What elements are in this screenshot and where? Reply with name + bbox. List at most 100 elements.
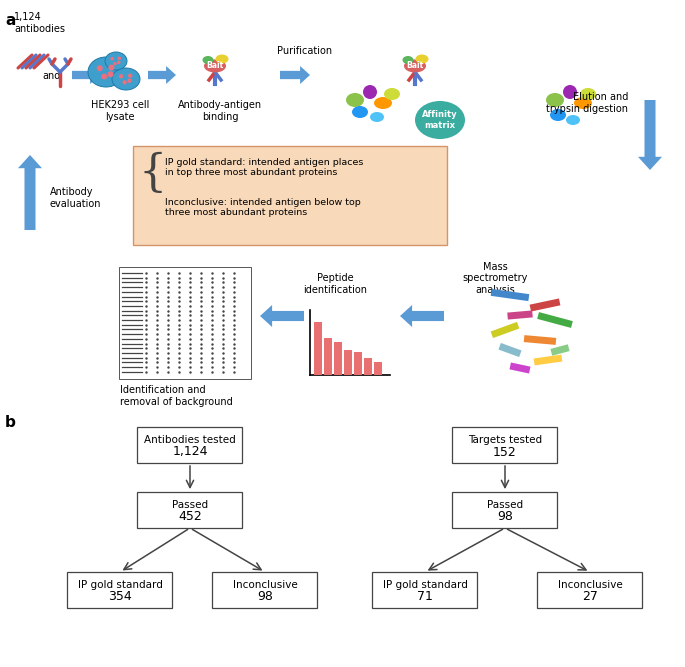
Ellipse shape <box>416 55 429 63</box>
Text: Inconclusive: Inconclusive <box>233 580 297 590</box>
Text: IP gold standard: intended antigen places
in top three most abundant proteins: IP gold standard: intended antigen place… <box>165 158 363 177</box>
FancyBboxPatch shape <box>133 146 447 245</box>
FancyBboxPatch shape <box>534 355 562 366</box>
Text: 71: 71 <box>417 590 433 604</box>
Polygon shape <box>638 100 662 170</box>
Text: Antibody-antigen
binding: Antibody-antigen binding <box>178 100 262 121</box>
Text: 152: 152 <box>493 446 517 458</box>
Ellipse shape <box>204 59 226 73</box>
Ellipse shape <box>566 115 580 125</box>
Text: HEK293 cell
lysate: HEK293 cell lysate <box>91 100 149 121</box>
Ellipse shape <box>384 88 400 100</box>
Text: Inconclusive: Inconclusive <box>558 580 623 590</box>
Circle shape <box>128 73 132 78</box>
Text: Affinity
matrix: Affinity matrix <box>422 110 458 129</box>
Text: 1,124: 1,124 <box>172 446 208 458</box>
FancyBboxPatch shape <box>490 289 530 301</box>
FancyBboxPatch shape <box>453 492 558 528</box>
FancyBboxPatch shape <box>453 427 558 463</box>
Text: Passed: Passed <box>487 500 523 510</box>
Bar <box>324 338 332 375</box>
Ellipse shape <box>415 101 465 139</box>
Ellipse shape <box>374 97 392 109</box>
Circle shape <box>127 79 132 83</box>
Text: and: and <box>42 71 60 81</box>
Polygon shape <box>148 66 176 84</box>
Circle shape <box>117 61 121 64</box>
Text: Bait: Bait <box>206 61 223 71</box>
FancyBboxPatch shape <box>530 298 560 311</box>
FancyBboxPatch shape <box>551 344 570 356</box>
Ellipse shape <box>370 112 384 122</box>
Text: {: { <box>139 152 167 195</box>
Text: Inconclusive: intended antigen below top
three most abundant proteins: Inconclusive: intended antigen below top… <box>165 198 361 217</box>
Bar <box>354 352 362 375</box>
FancyBboxPatch shape <box>138 492 242 528</box>
Text: 98: 98 <box>497 510 513 524</box>
Text: Identification and
removal of background: Identification and removal of background <box>120 385 233 407</box>
Ellipse shape <box>216 55 229 63</box>
Circle shape <box>119 74 123 79</box>
Bar <box>374 362 382 375</box>
Ellipse shape <box>346 93 364 107</box>
FancyBboxPatch shape <box>119 267 251 379</box>
Ellipse shape <box>105 52 127 70</box>
Bar <box>364 358 372 375</box>
Bar <box>334 342 342 375</box>
FancyBboxPatch shape <box>490 322 519 338</box>
Circle shape <box>113 62 116 65</box>
Text: 354: 354 <box>108 590 132 604</box>
Ellipse shape <box>352 106 368 118</box>
Ellipse shape <box>546 93 564 107</box>
Text: 1,124
antibodies: 1,124 antibodies <box>14 12 65 33</box>
Text: Bait: Bait <box>406 61 423 71</box>
FancyBboxPatch shape <box>508 310 533 319</box>
Ellipse shape <box>88 57 124 87</box>
Text: Targets tested: Targets tested <box>468 435 542 445</box>
Circle shape <box>110 57 114 61</box>
Text: IP gold standard: IP gold standard <box>77 580 162 590</box>
Ellipse shape <box>563 85 577 99</box>
Ellipse shape <box>550 109 566 121</box>
FancyBboxPatch shape <box>510 362 530 374</box>
Ellipse shape <box>363 85 377 99</box>
Ellipse shape <box>580 88 596 100</box>
Polygon shape <box>280 66 310 84</box>
Ellipse shape <box>403 56 414 64</box>
Text: Mass
spectrometry
analysis: Mass spectrometry analysis <box>462 262 527 295</box>
Text: a: a <box>5 13 15 28</box>
Ellipse shape <box>112 68 140 90</box>
Text: Purification: Purification <box>277 46 332 56</box>
Bar <box>314 322 322 375</box>
Circle shape <box>123 80 127 85</box>
Polygon shape <box>260 305 304 327</box>
Text: Antibody
evaluation: Antibody evaluation <box>50 187 101 209</box>
FancyBboxPatch shape <box>499 343 521 357</box>
FancyBboxPatch shape <box>68 572 173 608</box>
Circle shape <box>108 71 114 77</box>
Text: IP gold standard: IP gold standard <box>382 580 467 590</box>
Circle shape <box>108 65 114 71</box>
Text: Passed: Passed <box>172 500 208 510</box>
Circle shape <box>118 57 121 60</box>
Text: Antibodies tested: Antibodies tested <box>144 435 236 445</box>
Text: b: b <box>5 415 16 430</box>
Polygon shape <box>400 305 444 327</box>
FancyBboxPatch shape <box>138 427 242 463</box>
FancyBboxPatch shape <box>538 572 643 608</box>
Text: 98: 98 <box>257 590 273 604</box>
Text: Peptide
identification: Peptide identification <box>303 273 367 295</box>
Circle shape <box>97 65 103 71</box>
Polygon shape <box>18 155 42 230</box>
Bar <box>344 350 352 375</box>
Text: 27: 27 <box>582 590 598 604</box>
FancyBboxPatch shape <box>537 312 573 328</box>
Polygon shape <box>72 66 100 84</box>
Circle shape <box>101 73 107 79</box>
Ellipse shape <box>574 97 592 109</box>
Ellipse shape <box>404 59 426 73</box>
Text: 452: 452 <box>178 510 202 524</box>
FancyBboxPatch shape <box>212 572 318 608</box>
FancyBboxPatch shape <box>373 572 477 608</box>
Ellipse shape <box>203 56 214 64</box>
